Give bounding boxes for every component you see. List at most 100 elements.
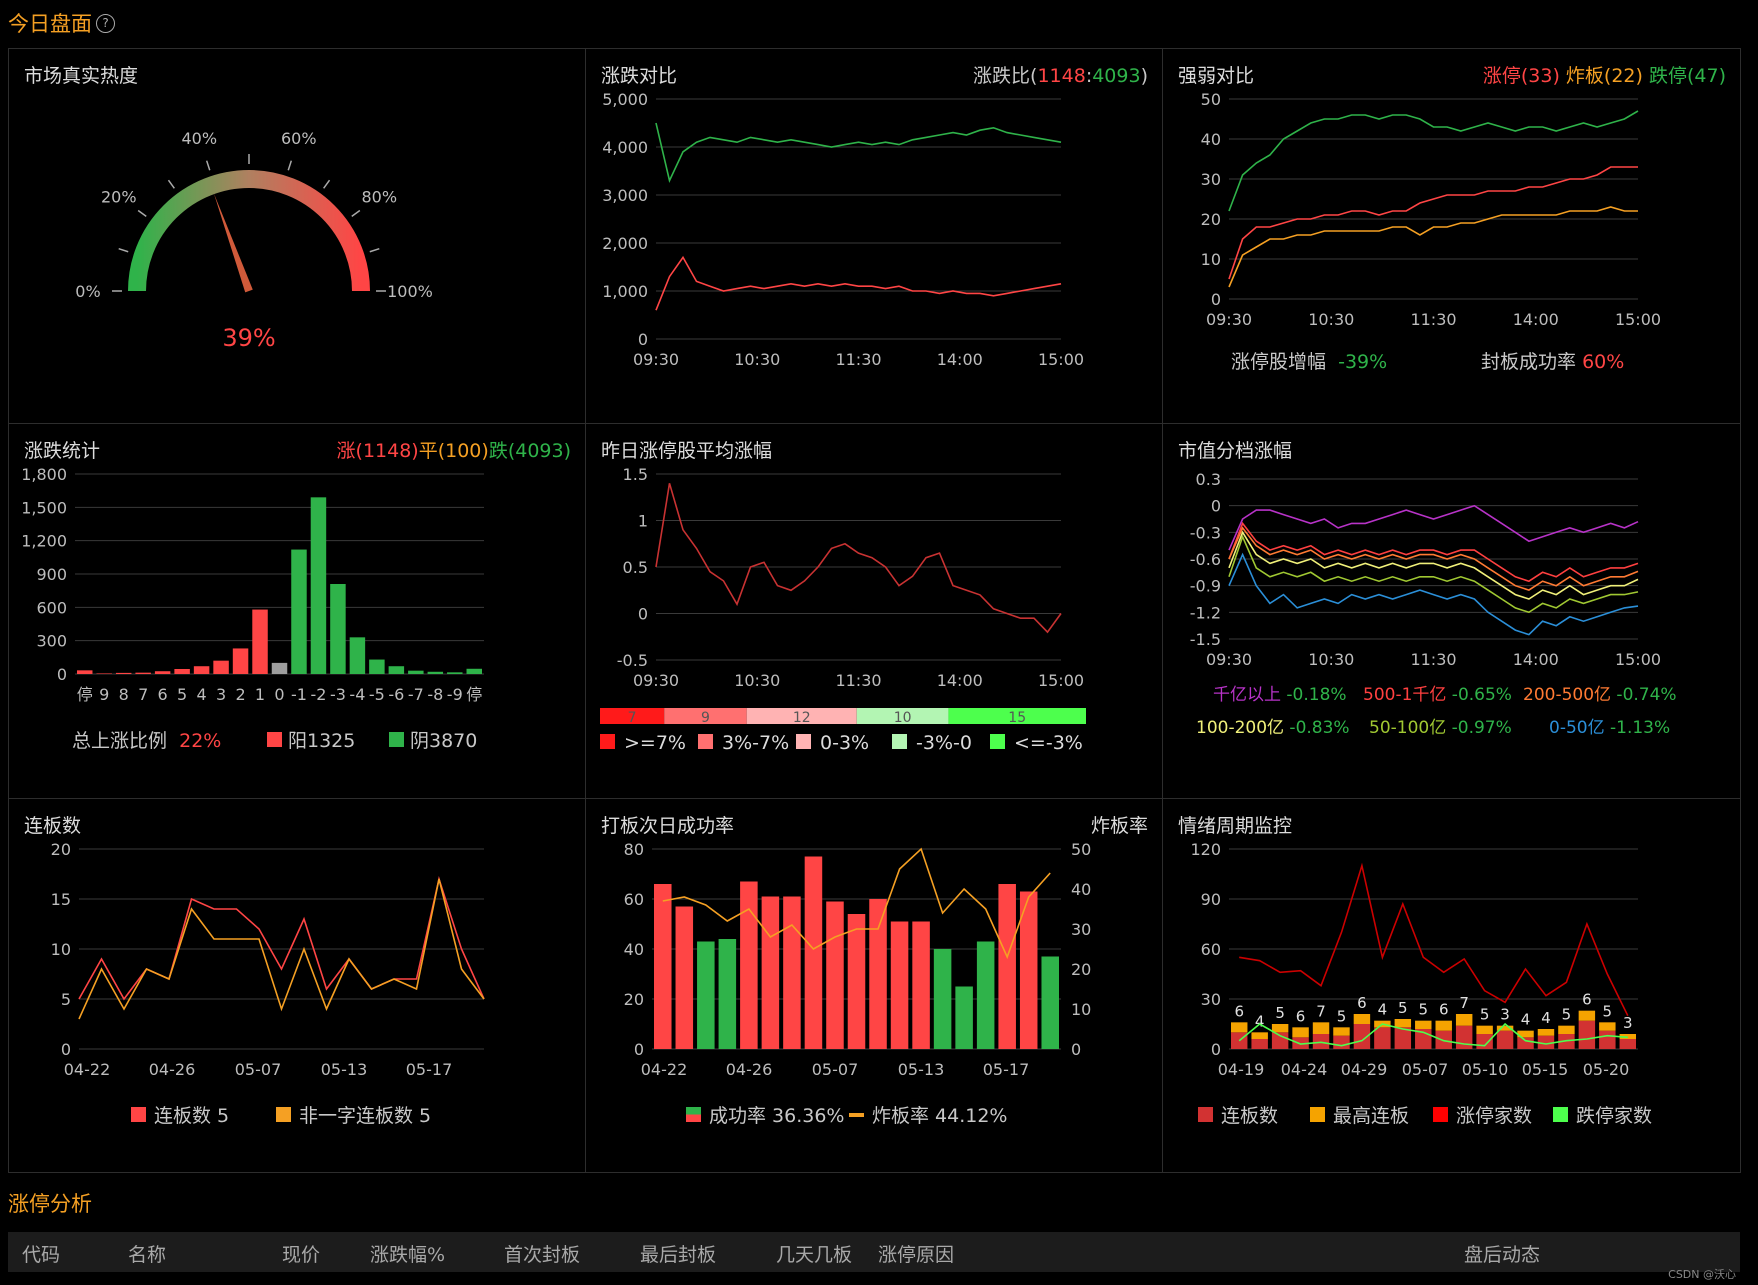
bucket-swatch (698, 734, 713, 749)
next-bar (976, 941, 995, 1049)
stats-counts: 涨(1148)平(100)跌(4093) (337, 436, 571, 463)
yesterday-y-tick: -0.5 (617, 651, 648, 670)
mood-bar-label: 6 (1582, 991, 1592, 1009)
mood-bar-label: 4 (1521, 1011, 1531, 1029)
next-bar (933, 949, 952, 1049)
yesterday-x-tick: 15:00 (1038, 671, 1084, 690)
strength-x-tick: 11:30 (1410, 310, 1456, 329)
updown-ratio: 涨跌比(1148:4093) (973, 61, 1148, 88)
success-legend-label: 成功率 36.36% (709, 1105, 845, 1127)
stats-bar (271, 662, 288, 674)
mcap-y-tick: 0.3 (1196, 470, 1221, 489)
gauge-tick-label: 40% (181, 129, 217, 148)
mood-legend-3: 涨停家数 (1433, 1101, 1532, 1128)
strength-chart: 50 40 30 20 10 009:30 10:30 11:30 14:00 15:00 (1201, 90, 1661, 329)
strength-series-line (1228, 110, 1639, 212)
mcap-legend-name: 50-100亿 (1369, 718, 1446, 738)
mood-bar-label: 7 (1459, 994, 1469, 1012)
stats-x-tick: 9 (99, 685, 109, 704)
streak-chart: 20 15 10 5 004-22 04-26 05-07 05-13 05-17 (51, 840, 485, 1079)
heat-title: 市场真实热度 (24, 65, 139, 87)
yesterday-x-tick: 14:00 (937, 671, 983, 690)
mcap-x-tick: 11:30 (1410, 650, 1456, 669)
streak-swatch (131, 1107, 146, 1122)
stats-y-tick: 900 (36, 565, 67, 584)
mood-chart: 120 90 60 30 004-19 04-24 04-29 05-07 05-10 05-15… (1190, 840, 1638, 1079)
heat-panel: 市场真实热度 0% 20% 40% 60% 80% 100% 39% (9, 49, 586, 424)
next-bar (697, 941, 715, 1049)
mood-bar-label: 5 (1275, 1004, 1285, 1022)
mcap-series-line (1228, 534, 1639, 614)
stats-x-tick: 6 (158, 685, 168, 704)
stats-bar (135, 672, 151, 674)
stats-x-tick: 8 (119, 685, 129, 704)
mood-bar-label: 5 (1337, 1007, 1347, 1025)
mcap-y-tick: -0.3 (1190, 523, 1221, 542)
yesterday-series-line (655, 483, 1062, 634)
updown-panel: 涨跌对比 涨跌比(1148:4093) 5,000 4,000 3,000 2,000… (586, 49, 1163, 424)
col-after-hours[interactable]: 盘后动态 (1464, 1244, 1541, 1266)
streak-y-tick: 0 (61, 1040, 71, 1059)
col-first-seal[interactable]: 首次封板 (504, 1244, 581, 1266)
mcap-legend-name: 100-200亿 (1196, 718, 1284, 738)
updown-chart: 5,000 4,000 3,000 2,000 1,000 009:30 10:30 11:3… (602, 90, 1084, 369)
mcap-legend-name: 千亿以上 (1213, 685, 1281, 705)
seal-stat: 封板成功率 60% (1481, 347, 1624, 374)
gauge-tick-label: 0% (75, 282, 100, 301)
updown-series-line (655, 255, 1062, 311)
strength-counts: 涨停(33) 炸板(22) 跌停(47) (1483, 61, 1726, 88)
stats-x-tick: -2 (310, 685, 326, 704)
gauge-tick (369, 247, 380, 253)
stats-x-tick: 0 (274, 685, 284, 704)
yesterday-x-tick: 09:30 (633, 671, 679, 690)
bucket-count: 10 (894, 710, 912, 726)
yesterday-title: 昨日涨停股平均涨幅 (601, 440, 773, 462)
next-bar (783, 896, 801, 1049)
strength-y-tick: 50 (1201, 90, 1221, 109)
updown-x-tick: 14:00 (937, 350, 983, 369)
stats-bar (193, 666, 210, 674)
next-bar (869, 899, 887, 1049)
mood-streak-bar (1619, 1039, 1636, 1049)
col-last-seal[interactable]: 最后封板 (640, 1244, 717, 1266)
page-header: 今日盘面 ? (8, 8, 115, 38)
yesterday-y-tick: 1 (638, 512, 648, 531)
mood-max-bar (1578, 1010, 1596, 1021)
updown-close: ) (1140, 65, 1148, 87)
limit-up-count: 涨停(33) (1482, 65, 1560, 87)
mood-max-bar (1517, 1030, 1534, 1038)
col-name[interactable]: 名称 (128, 1244, 167, 1266)
col-code[interactable]: 代码 (22, 1244, 61, 1266)
mood-streak-bar (1353, 1024, 1371, 1049)
streak-legend-2: 非一字连板数 5 (276, 1101, 431, 1128)
mood-legend-1-label: 连板数 (1221, 1105, 1279, 1127)
stats-bar (232, 648, 249, 674)
col-days-boards[interactable]: 几天几板 (776, 1244, 853, 1266)
updown-x-tick: 09:30 (633, 350, 679, 369)
mood-y-tick: 120 (1190, 840, 1221, 859)
broken-legend-label: 炸板率 44.12% (872, 1105, 1008, 1127)
updown-series-line (655, 122, 1062, 184)
mood-max-bar (1537, 1029, 1555, 1036)
success-swatch (686, 1107, 701, 1122)
gauge-tick-label: 60% (281, 129, 317, 148)
mood-streak-bar (1517, 1037, 1534, 1049)
col-price[interactable]: 现价 (282, 1244, 321, 1266)
footer-watermark: CSDN @沃心 (1668, 1268, 1736, 1281)
mood-streak-bar (1271, 1032, 1289, 1049)
stats-y-tick: 600 (36, 598, 67, 617)
mood-bar-label: 6 (1234, 1002, 1244, 1020)
help-icon[interactable]: ? (96, 13, 115, 33)
mood-swatch-1 (1198, 1107, 1213, 1122)
mcap-legend-name: 0-50亿 (1549, 718, 1605, 738)
col-reason[interactable]: 涨停原因 (878, 1244, 955, 1266)
bucket-swatch (892, 734, 907, 749)
updown-y-tick: 0 (638, 330, 648, 349)
stats-y-tick: 0 (57, 665, 67, 684)
next-bar (1041, 956, 1059, 1049)
col-change[interactable]: 涨跌幅% (370, 1244, 446, 1266)
stats-x-tick: -4 (349, 685, 365, 704)
gauge-value: 39% (222, 324, 275, 352)
mood-max-bar (1333, 1027, 1350, 1036)
